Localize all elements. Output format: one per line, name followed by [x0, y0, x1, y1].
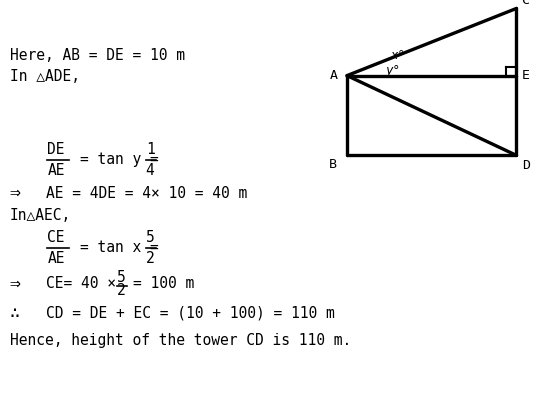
Text: y°: y° [385, 64, 400, 76]
Text: CE: CE [47, 230, 65, 245]
Text: 5: 5 [146, 230, 154, 245]
Text: 5: 5 [117, 270, 126, 285]
Text: = tan x =: = tan x = [80, 240, 158, 255]
Text: AE: AE [47, 163, 65, 178]
Text: 4: 4 [146, 163, 154, 178]
Text: x°: x° [391, 49, 406, 62]
Text: D: D [522, 159, 530, 172]
Text: 1: 1 [146, 142, 154, 157]
Text: DE: DE [47, 142, 65, 157]
Text: ⇒: ⇒ [10, 184, 20, 202]
Text: AE: AE [47, 251, 65, 266]
Text: = tan y =: = tan y = [80, 152, 158, 167]
Text: Here, AB = DE = 10 m: Here, AB = DE = 10 m [10, 48, 185, 63]
Text: ∴: ∴ [10, 304, 20, 322]
Text: 2: 2 [117, 283, 126, 298]
Text: CE= 40 ×: CE= 40 × [46, 276, 116, 291]
Text: In △ADE,: In △ADE, [10, 69, 80, 84]
Text: 2: 2 [146, 251, 154, 266]
Text: B: B [329, 158, 337, 171]
Text: Hence, height of the tower CD is 110 m.: Hence, height of the tower CD is 110 m. [10, 333, 351, 348]
Text: ⇒: ⇒ [10, 275, 20, 292]
Text: AE = 4DE = 4× 10 = 40 m: AE = 4DE = 4× 10 = 40 m [46, 186, 247, 201]
Text: C: C [521, 0, 529, 7]
Text: = 100 m: = 100 m [133, 276, 195, 291]
Text: E: E [522, 69, 530, 82]
Text: A: A [329, 69, 337, 82]
Text: CD = DE + EC = (10 + 100) = 110 m: CD = DE + EC = (10 + 100) = 110 m [46, 305, 335, 320]
Text: In△AEC,: In△AEC, [10, 207, 71, 223]
